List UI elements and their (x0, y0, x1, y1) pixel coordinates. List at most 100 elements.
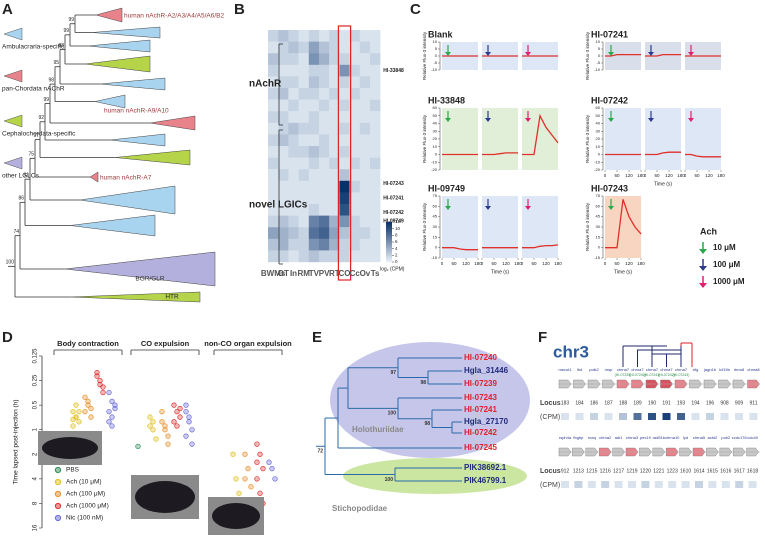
y-tick-label: 0.5 (33, 400, 39, 409)
heat-cell (329, 192, 340, 205)
heat-cell (329, 169, 340, 181)
heat-cell (359, 99, 371, 112)
support-value: 98 (424, 421, 430, 427)
cpm-cell (668, 481, 677, 488)
gene-name: trfg (693, 367, 699, 372)
heat-cell (349, 215, 360, 228)
locus-number: 1215 (586, 468, 597, 474)
condition-title: HI-07241 (591, 29, 628, 39)
heat-cell (329, 134, 340, 147)
locus-number: 908 (720, 400, 729, 406)
heat-cell (370, 53, 381, 65)
locus-number: 188 (619, 400, 628, 406)
trace (685, 153, 721, 158)
data-point (245, 466, 251, 472)
data-point (254, 459, 260, 465)
trace (482, 152, 518, 156)
leaf-label: HI-07242 (464, 428, 497, 437)
legend-text: Ambulacraria-specific (2, 44, 65, 51)
colorbar-tick-label: 8 (395, 233, 398, 238)
x-tick-label: 60 (531, 261, 537, 266)
locus-number: 1616 (720, 468, 731, 474)
data-point (88, 405, 94, 412)
y-tick-label: 0.125 (33, 348, 39, 364)
y-axis-label: Relative Fluo-3 intensity (585, 31, 590, 80)
stimulus-arrowhead (648, 52, 654, 56)
locus-number: 186 (590, 400, 599, 406)
x-tick-label: 0 (644, 173, 647, 178)
clade (91, 26, 161, 39)
heat-cell (339, 157, 350, 170)
colorbar-step (386, 248, 392, 251)
colorbar-step (386, 236, 392, 239)
x-tick-label: 0 (481, 261, 484, 266)
heat-cell (268, 64, 279, 77)
legend-title: Ach (700, 226, 717, 236)
cpm-cell (628, 481, 636, 488)
gene-name: lcf19b (719, 367, 730, 372)
heat-cell (370, 250, 381, 263)
locus-number: 911 (750, 400, 758, 406)
photo-animal (42, 437, 98, 459)
highlight-box (337, 25, 352, 281)
heat-cell (288, 111, 299, 123)
stimulus-arrowhead (525, 206, 531, 210)
heat-cell (349, 88, 360, 100)
y-tick-label: 40 (433, 121, 438, 126)
legend-text: Nic (100 nM) (66, 515, 103, 522)
cpm-cell (601, 481, 610, 488)
data-point (135, 443, 141, 450)
y-tick-label: 60 (433, 105, 438, 110)
row-label: (CPM) (540, 482, 560, 489)
tissue-label: Ts (371, 269, 380, 278)
support-value: 97 (390, 370, 396, 376)
support-value: 74 (13, 229, 19, 235)
y-tick-label: 60 (596, 105, 601, 110)
gene-name: polr2 (721, 435, 731, 440)
colorbar-step (386, 242, 392, 245)
heat-cell (349, 53, 360, 65)
y-tick-label: 30 (596, 128, 601, 133)
heat-cell (278, 238, 289, 251)
heat-cell (308, 30, 320, 42)
heat-cell (359, 227, 371, 239)
clade (109, 133, 166, 147)
photo-animal (135, 481, 195, 513)
y-tick-label: 0 (435, 245, 438, 250)
heat-cell (329, 99, 340, 112)
data-point (236, 490, 242, 496)
heat-cell (288, 238, 299, 251)
heat-cell (349, 204, 360, 216)
leaf-label: HI-07245 (464, 443, 497, 452)
heat-cell (370, 30, 381, 42)
colorbar-tick-label: 12 (395, 219, 401, 224)
colorbar-step (386, 234, 392, 237)
data-point (147, 414, 153, 420)
heat-cell (349, 30, 360, 42)
heat-cell (288, 88, 299, 100)
heat-cell (308, 64, 320, 77)
heat-cell (339, 122, 350, 135)
data-point (70, 408, 76, 415)
data-point (106, 408, 112, 415)
gene-name: pex19 (640, 435, 652, 440)
photo-animal (212, 503, 260, 529)
heat-cell (308, 250, 320, 263)
legend-text: 10 μM (713, 243, 736, 252)
heat-cell (298, 204, 309, 216)
heat-cell (339, 41, 350, 54)
data-point (189, 441, 195, 447)
heat-cell (298, 227, 309, 239)
locus-number: 183 (561, 400, 570, 406)
panel-letter: F (538, 329, 547, 346)
x-tick-label: 120 (542, 261, 550, 266)
data-point (97, 381, 103, 388)
gene-sub: (HI-07243) (673, 373, 690, 377)
clade-label: human nAchR-A7 (100, 175, 152, 182)
heat-cell (339, 76, 350, 89)
heat-cell (339, 111, 350, 123)
heat-cell (329, 227, 340, 239)
heat-cell (319, 122, 330, 135)
heat-cell (288, 180, 299, 193)
data-point (242, 476, 248, 482)
